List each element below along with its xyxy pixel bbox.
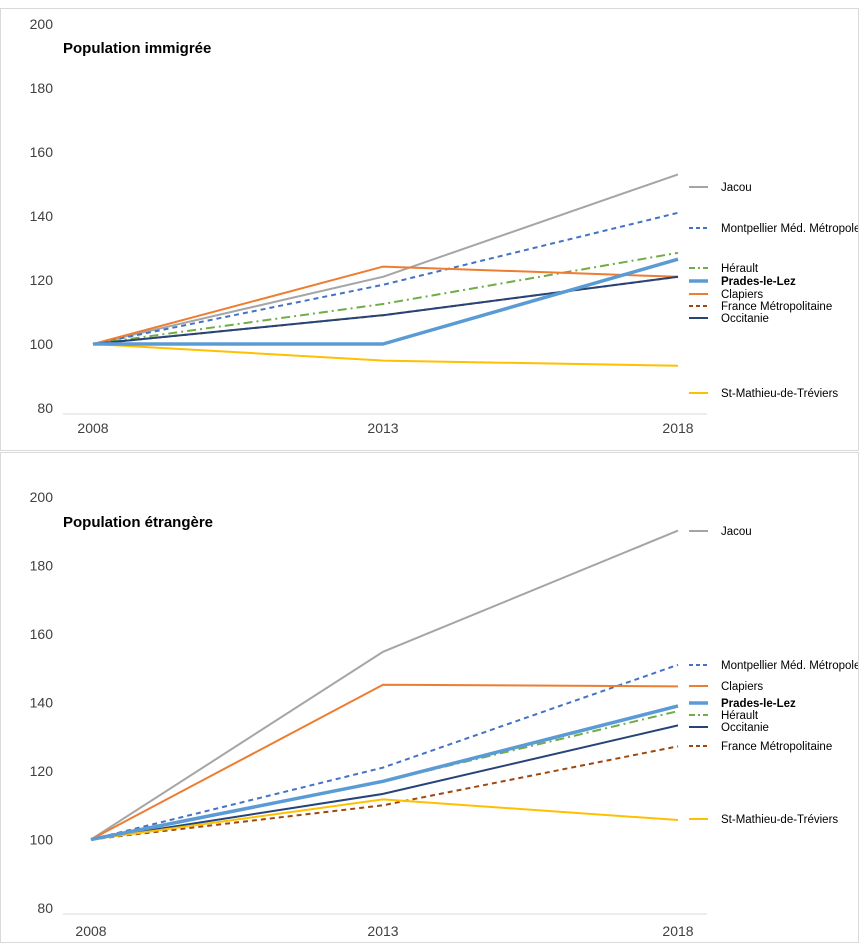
y-tick-label: 140 xyxy=(30,208,54,224)
y-tick-label: 180 xyxy=(30,80,54,96)
y-tick-label: 80 xyxy=(37,900,53,916)
series-line-montpellier-med-metropole xyxy=(92,211,679,345)
series-line-occitanie xyxy=(90,724,679,841)
chart-title: Population étrangère xyxy=(63,514,213,531)
y-tick-label: 160 xyxy=(30,144,54,160)
legend-label-st-mathieu-de-treviers: St-Mathieu-de-Tréviers xyxy=(721,388,838,400)
series-line-prades-le-lez xyxy=(90,704,679,842)
x-tick-label: 2008 xyxy=(75,923,106,939)
x-tick-label: 2018 xyxy=(662,420,693,436)
chart-title: Population immigrée xyxy=(63,40,211,57)
series-line-prades-le-lez xyxy=(93,257,679,346)
series-line-st-mathieu-de-treviers xyxy=(90,798,679,841)
chart-etrangere: Population étrangère 80 100 120 140 160 180 20… xyxy=(30,489,859,939)
chart-immigree: Population immigrée 80 100 120 140 160 180 200… xyxy=(30,16,859,436)
legend-label-montpellier-med-metropole: Montpellier Méd. Métropole xyxy=(721,223,858,235)
x-tick-label: 2013 xyxy=(367,420,398,436)
series-line-occitanie xyxy=(92,275,679,345)
legend-label-herault: Hérault xyxy=(721,263,759,275)
y-tick-label: 120 xyxy=(30,763,54,779)
y-tick-label: 100 xyxy=(30,832,54,848)
series-line-herault xyxy=(92,251,679,345)
x-tick-label: 2013 xyxy=(367,923,398,939)
legend-label-herault: Hérault xyxy=(721,710,759,722)
y-tick-label: 80 xyxy=(37,400,53,416)
series-line-jacou xyxy=(92,173,679,345)
chart-panel-etrangere: Population étrangère 80 100 120 140 160 180 20… xyxy=(0,452,859,943)
y-tick-label: 120 xyxy=(30,272,54,288)
legend-label-clapiers: Clapiers xyxy=(721,681,763,693)
legend-label-montpellier-med-metropole: Montpellier Méd. Métropole xyxy=(721,660,858,672)
y-tick-label: 200 xyxy=(30,489,54,505)
x-tick-label: 2008 xyxy=(77,420,108,436)
y-tick-label: 160 xyxy=(30,626,54,642)
legend-label-st-mathieu-de-treviers: St-Mathieu-de-Tréviers xyxy=(721,814,838,826)
legend-label-france-metropolitaine: France Métropolitaine xyxy=(721,301,832,313)
legend-label-jacou: Jacou xyxy=(721,182,752,194)
chart-panel-immigree: Population immigrée 80 100 120 140 160 180 200… xyxy=(0,8,859,451)
series-line-clapiers xyxy=(92,265,679,345)
series-line-jacou xyxy=(90,529,679,841)
y-tick-label: 140 xyxy=(30,695,54,711)
series-line-france-metropolitaine xyxy=(92,275,679,345)
legend-label-prades-le-lez: Prades-le-Lez xyxy=(721,698,796,710)
legend-label-clapiers: Clapiers xyxy=(721,289,763,301)
series-line-st-mathieu-de-treviers xyxy=(92,343,679,367)
legend-label-jacou: Jacou xyxy=(721,526,752,538)
legend-label-france-metropolitaine: France Métropolitaine xyxy=(721,741,832,753)
y-tick-label: 180 xyxy=(30,558,54,574)
y-tick-label: 100 xyxy=(30,336,54,352)
legend-label-occitanie: Occitanie xyxy=(721,313,769,325)
legend-label-occitanie: Occitanie xyxy=(721,722,769,734)
series-line-clapiers xyxy=(90,683,679,841)
legend-label-prades-le-lez: Prades-le-Lez xyxy=(721,276,796,288)
y-tick-label: 200 xyxy=(30,16,54,32)
x-tick-label: 2018 xyxy=(662,923,693,939)
series-line-montpellier-med-metropole xyxy=(90,663,679,841)
